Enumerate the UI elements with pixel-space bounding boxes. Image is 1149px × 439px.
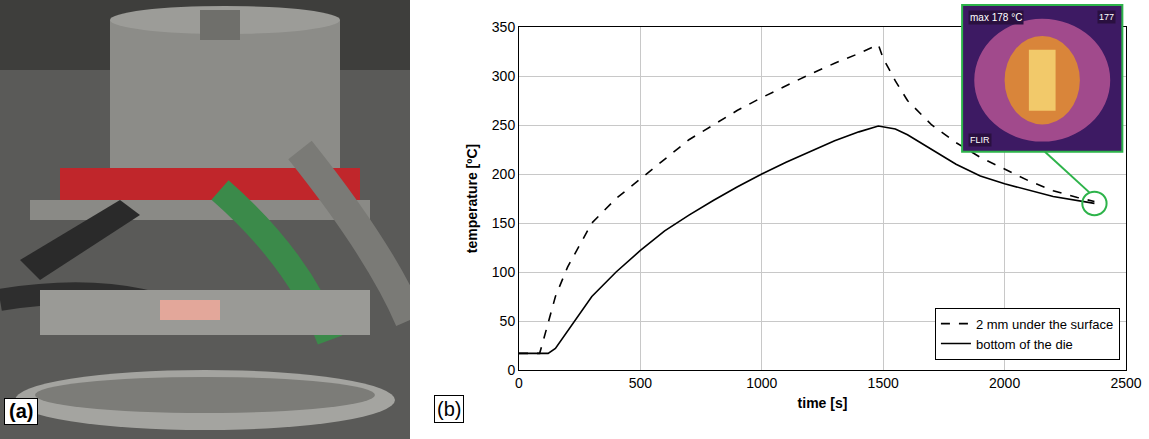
svg-text:300: 300 [492,68,516,84]
svg-text:bottom of the die: bottom of the die [976,337,1073,352]
svg-text:(b): (b) [437,398,461,420]
svg-text:FLIR: FLIR [970,135,990,145]
svg-text:0: 0 [507,362,515,378]
svg-text:2 mm under the surface: 2 mm under the surface [976,317,1113,332]
svg-text:250: 250 [492,117,516,133]
html-text:(a): (a) [9,400,34,422]
svg-text:1000: 1000 [746,375,777,391]
svg-text:100: 100 [492,264,516,280]
svg-text:500: 500 [629,375,653,391]
svg-text:temperature [ºC]: temperature [ºC] [464,144,480,253]
svg-text:350: 350 [492,19,516,35]
svg-text:50: 50 [500,313,516,329]
svg-text:1500: 1500 [868,375,899,391]
svg-text:0: 0 [515,375,523,391]
svg-text:2500: 2500 [1110,375,1141,391]
svg-text:200: 200 [492,166,516,182]
svg-text:177: 177 [1099,12,1114,22]
svg-text:2000: 2000 [989,375,1020,391]
svg-text:max 178 °C: max 178 °C [970,12,1022,23]
svg-text:time [s]: time [s] [798,395,848,411]
svg-text:150: 150 [492,215,516,231]
